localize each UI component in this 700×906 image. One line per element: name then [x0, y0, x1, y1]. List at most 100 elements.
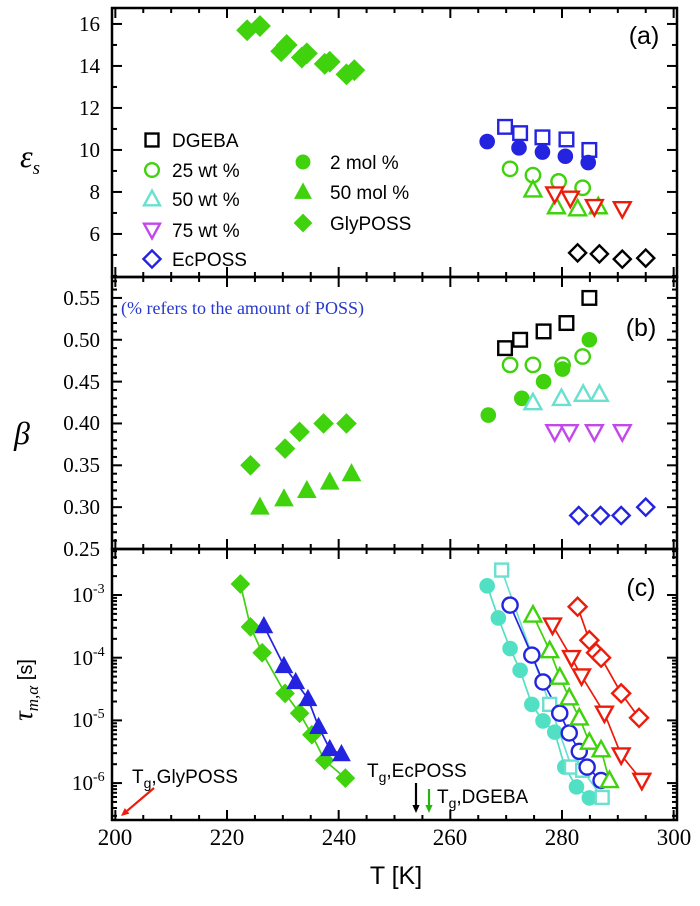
marker-diamond-open — [635, 496, 656, 518]
series-75-wt- — [544, 424, 633, 444]
marker-circle-open — [523, 646, 541, 664]
marker-triangle-up-filled — [319, 471, 340, 490]
marker-diamond-filled — [240, 617, 261, 637]
marker-circle-filled — [581, 331, 598, 348]
series-glyposs — [236, 15, 366, 86]
y-tick-label: 6 — [90, 222, 101, 246]
y-axis-title-epsilon: εs — [20, 138, 40, 179]
marker-triangle-down-open — [542, 617, 563, 637]
marker-circle-open — [574, 348, 592, 365]
y-tick-label: 0.55 — [63, 286, 100, 310]
marker-triangle-up-filled — [341, 463, 362, 482]
marker-triangle-up-open — [539, 639, 561, 659]
y-tick-label: 0.35 — [63, 453, 100, 477]
marker-circle-filled — [535, 373, 552, 390]
panel-c-series — [230, 562, 653, 806]
marker-circle-filled — [580, 154, 597, 171]
marker-triangle-up-open — [522, 178, 544, 198]
marker-square-open — [594, 789, 610, 806]
marker-square-open — [512, 125, 529, 142]
y-tick-label: 16 — [79, 12, 100, 36]
series-25-wt- — [501, 348, 592, 374]
marker-triangle-down-open — [583, 198, 605, 218]
marker-triangle-up-filled — [309, 716, 328, 735]
y-tick-label: 10-4 — [72, 645, 105, 670]
marker-diamond-open — [610, 682, 632, 705]
marker-triangle-up-filled — [294, 182, 312, 199]
marker-diamond-filled — [289, 703, 310, 724]
marker-triangle-up-open — [572, 382, 594, 402]
marker-square-open — [581, 141, 598, 158]
y-tick-label: 0.50 — [63, 328, 100, 352]
marker-diamond-open — [610, 505, 632, 526]
marker-circle-open — [524, 356, 542, 374]
marker-triangle-up-open — [551, 387, 572, 407]
y-tick-label: 8 — [90, 180, 101, 204]
marker-square-open — [542, 696, 558, 713]
marker-triangle-up-filled — [274, 655, 294, 674]
series-50-mol- — [250, 463, 362, 515]
x-axis-tick-labels: 200 220 240 260 280 300 — [98, 825, 692, 850]
marker-diamond-open — [628, 707, 650, 729]
legend: DGEBA 25 wt % 50 wt % 75 wt % EcPOSS 2 m… — [172, 131, 411, 271]
series-25-wt- — [501, 596, 610, 790]
marker-diamond-filled — [230, 574, 251, 594]
marker-triangle-up-open — [558, 686, 580, 706]
series-75-wt- — [542, 617, 653, 792]
series-50-wt- — [522, 603, 620, 789]
y-tick-label: 10-6 — [72, 770, 105, 795]
y-tick-label: 10-5 — [72, 707, 105, 732]
marker-triangle-up-open — [588, 382, 610, 402]
x-tick-label: 300 — [657, 825, 692, 850]
marker-square-open — [534, 129, 551, 146]
marker-diamond-open — [590, 505, 611, 526]
marker-square-open — [535, 323, 552, 340]
marker-triangle-up-open — [522, 603, 544, 623]
y-tick-label: 0.30 — [63, 495, 100, 519]
panel-b-tick-labels: 0.25 0.30 0.35 0.40 0.45 0.50 0.55 — [63, 286, 100, 561]
panel-a-tick-labels: 6 8 10 12 14 16 — [79, 12, 101, 246]
series-ecposs — [568, 496, 656, 526]
annotation-tg-glyposs: Tg,GlyPOSS — [132, 767, 238, 791]
marker-diamond-filled — [249, 15, 271, 37]
series-dgeba — [497, 289, 598, 357]
series-glyposs — [240, 413, 357, 476]
marker-diamond-filled — [313, 413, 334, 434]
marker-triangle-up-filled — [286, 671, 306, 690]
panel-a-series — [236, 15, 656, 270]
marker-diamond-filled — [240, 455, 261, 476]
legend-label-25wt: 25 wt % — [172, 161, 240, 182]
marker-circle-filled — [479, 133, 495, 150]
marker-circle-filled — [524, 696, 540, 713]
marker-circle-open — [501, 596, 519, 614]
marker-circle-filled — [581, 790, 598, 806]
marker-triangle-up-open — [599, 769, 620, 789]
marker-diamond-filled — [289, 421, 310, 443]
series-2-mol- — [479, 133, 597, 171]
x-tick-label: 260 — [433, 825, 468, 850]
marker-triangle-up-open — [590, 738, 612, 758]
marker-circle-open — [550, 704, 569, 723]
marker-circle-open — [501, 356, 519, 374]
marker-triangle-down-open — [571, 668, 592, 688]
marker-circle-open — [143, 161, 161, 179]
series-50-wt- — [522, 382, 610, 411]
series-75-wt- — [544, 186, 633, 221]
marker-circle-filled — [502, 640, 518, 657]
marker-triangle-down-open — [583, 424, 605, 444]
x-tick-label: 240 — [322, 825, 357, 850]
marker-circle-open — [560, 724, 579, 742]
marker-triangle-down-open — [611, 200, 633, 221]
tg-glyposs-arrow — [126, 787, 155, 812]
x-axis-title: T [K] — [370, 862, 422, 890]
marker-circle-filled — [557, 148, 574, 165]
series-ecposs — [567, 242, 656, 270]
marker-triangle-up-filled — [332, 744, 351, 762]
tg-dgeba-arrow-head — [425, 805, 433, 813]
panel-c-label: (c) — [626, 574, 655, 602]
y-tick-label: 12 — [79, 96, 100, 120]
legend-label-dgeba: DGEBA — [172, 131, 239, 152]
y-axis-title-tau: τm,α [s] — [8, 659, 42, 721]
marker-diamond-filled — [293, 213, 313, 233]
